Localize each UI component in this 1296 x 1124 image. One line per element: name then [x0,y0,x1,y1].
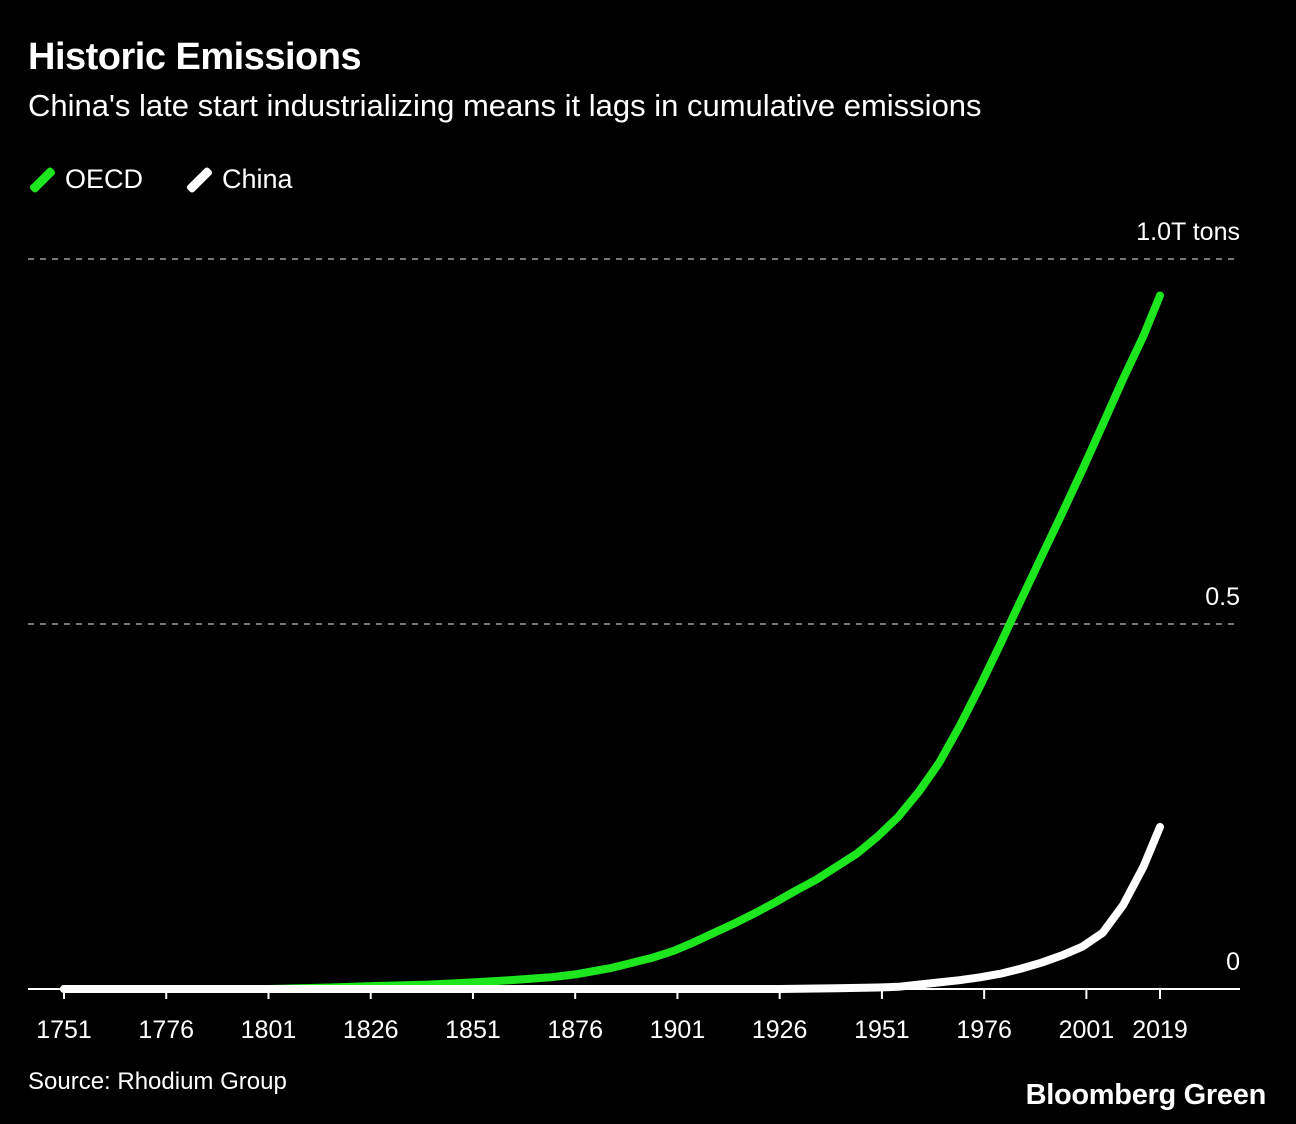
x-tick-label-1851: 1851 [445,1016,501,1044]
x-tick-label-1776: 1776 [138,1016,194,1044]
legend: OECD China [28,164,335,195]
legend-item-china: China [185,164,293,195]
chart-title: Historic Emissions [28,36,362,78]
legend-item-oecd: OECD [28,164,143,195]
x-tick-label-2019: 2019 [1132,1016,1188,1044]
y-tick-label-1: 0.5 [1205,583,1240,611]
y-tick-label-2: 1.0T tons [1136,218,1240,246]
x-tick-label-1876: 1876 [547,1016,603,1044]
x-tick-label-1826: 1826 [343,1016,399,1044]
x-tick-label-1901: 1901 [650,1016,706,1044]
legend-label-oecd: OECD [65,164,144,194]
x-tick-label-1751: 1751 [36,1016,92,1044]
legend-label-china: China [222,164,293,194]
x-tick-label-1976: 1976 [956,1016,1012,1044]
series-line-oecd [60,291,1164,993]
chart-subtitle: China's late start industrializing means… [28,88,982,123]
x-tick-label-1926: 1926 [752,1016,808,1044]
source-note: Source: Rhodium Group [28,1068,287,1095]
y-tick-label-0: 0 [1226,948,1240,976]
brand-logo: Bloomberg Green [1025,1079,1267,1111]
x-tick-label-1951: 1951 [854,1016,910,1044]
x-tick-label-1801: 1801 [241,1016,297,1044]
x-tick-label-2001: 2001 [1059,1016,1115,1044]
